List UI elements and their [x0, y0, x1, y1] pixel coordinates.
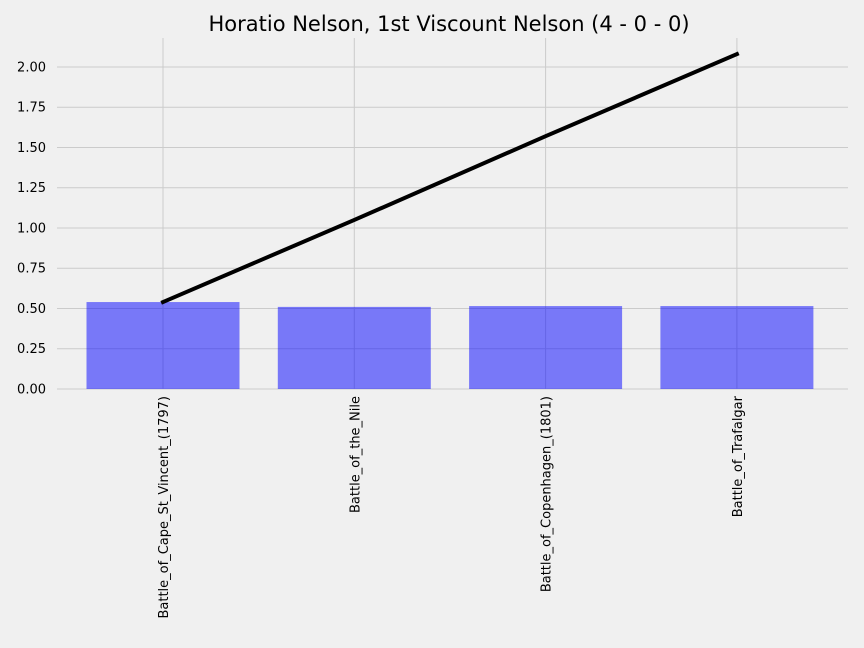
y-tick-label: 0.75	[17, 262, 46, 277]
bar	[86, 302, 240, 389]
x-tick-label: Battle_of_Copenhagen_(1801)	[540, 396, 555, 592]
y-tick-label: 2.00	[17, 60, 46, 75]
y-axis-ticks: 0.00 0.25 0.50 0.75 1.00 1.25 1.50 1.75 2.00	[17, 60, 46, 397]
y-tick-label: 1.00	[17, 221, 46, 236]
line-series	[160, 51, 740, 305]
x-tick-label: Battle_of_Trafalgar	[731, 395, 746, 517]
chart-title: Horatio Nelson, 1st Viscount Nelson (4 -…	[208, 12, 689, 36]
y-tick-label: 1.25	[17, 181, 46, 196]
bar-series	[86, 302, 814, 389]
y-tick-label: 0.00	[17, 383, 46, 398]
y-tick-label: 0.25	[17, 342, 46, 357]
x-tick-label: Battle_of_the_Nile	[348, 396, 363, 513]
x-axis-ticks: Battle_of_Cape_St_Vincent_(1797) Battle_o…	[157, 395, 746, 618]
bar	[277, 306, 431, 389]
y-tick-label: 1.75	[17, 101, 46, 116]
y-tick-label: 1.50	[17, 141, 46, 156]
bar	[469, 306, 623, 389]
bar	[660, 306, 814, 389]
line-series-path	[160, 51, 740, 305]
y-tick-label: 0.50	[17, 302, 46, 317]
x-tick-label: Battle_of_Cape_St_Vincent_(1797)	[157, 396, 172, 619]
